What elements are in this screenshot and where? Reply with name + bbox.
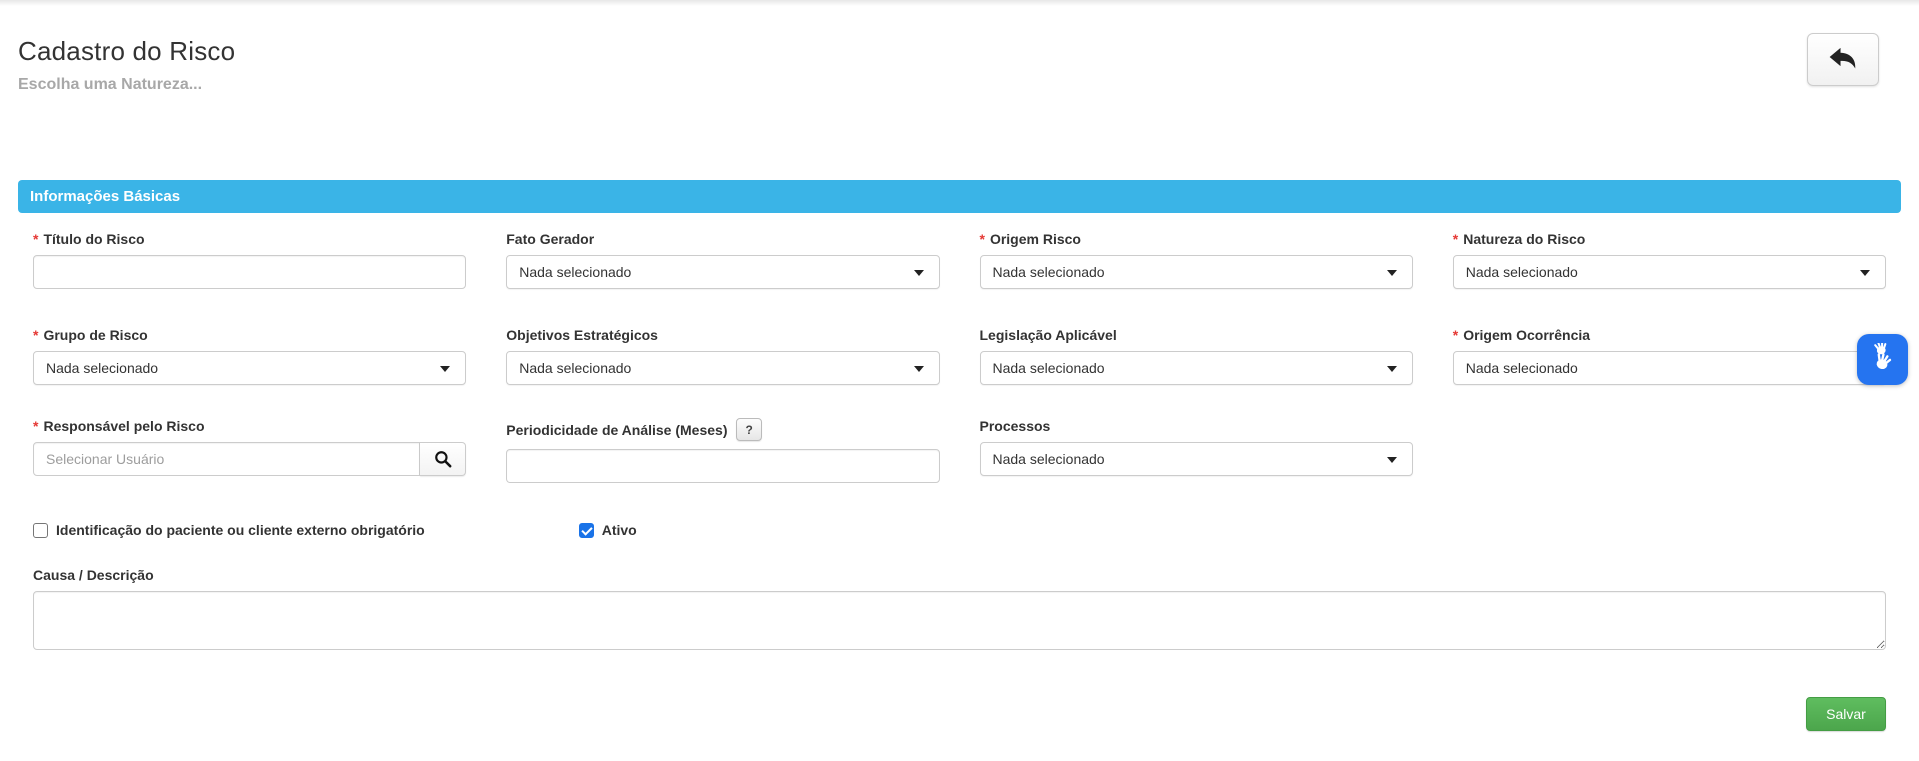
field-label: * Origem Ocorrência — [1452, 327, 1591, 343]
field-origem-risco: * Origem Risco Nada selecionado — [979, 231, 1413, 289]
field-processos: Processos Nada selecionado — [979, 418, 1413, 483]
fato-gerador-select[interactable]: Nada selecionado — [506, 255, 940, 289]
required-marker: * — [979, 231, 985, 247]
legislacao-aplicavel-select[interactable]: Nada selecionado — [979, 351, 1413, 385]
identificacao-paciente-checkbox[interactable] — [33, 522, 48, 538]
save-button[interactable]: Salvar — [1806, 697, 1886, 731]
page-subtitle: Escolha uma Natureza... — [18, 76, 203, 93]
field-label: * Título do Risco — [33, 231, 145, 247]
back-button[interactable] — [1807, 33, 1879, 86]
chevron-down-icon — [1386, 457, 1397, 463]
natureza-do-risco-select[interactable]: Nada selecionado — [1452, 255, 1886, 289]
checkbox-row: Identificação do paciente ou cliente ext… — [18, 522, 1901, 538]
reply-arrow-icon — [1828, 47, 1858, 73]
responsavel-input[interactable] — [33, 442, 421, 476]
chevron-down-icon — [440, 366, 451, 372]
form-row-3: * Responsável pelo Risco Periodicidade d… — [18, 418, 1901, 483]
field-label: Processos — [979, 418, 1051, 434]
field-label: Objetivos Estratégicos — [506, 327, 658, 343]
field-periodicidade-analise: Periodicidade de Análise (Meses) ? — [506, 418, 940, 483]
objetivos-estrategicos-select[interactable]: Nada selecionado — [506, 351, 940, 385]
causa-descricao-textarea[interactable] — [33, 591, 1886, 650]
responsavel-input-group — [33, 442, 467, 476]
ativo-checkbox[interactable] — [578, 522, 594, 538]
field-label: Periodicidade de Análise (Meses) ? — [506, 418, 939, 441]
origem-ocorrencia-select[interactable]: Nada selecionado — [1452, 351, 1886, 385]
field-natureza-do-risco: * Natureza do Risco Nada selecionado — [1452, 231, 1886, 289]
help-button[interactable]: ? — [736, 418, 762, 441]
origem-risco-select[interactable]: Nada selecionado — [979, 255, 1413, 289]
field-responsavel-pelo-risco: * Responsável pelo Risco — [33, 418, 467, 483]
chevron-down-icon — [1860, 270, 1870, 276]
identificacao-paciente-checkbox-group: Identificação do paciente ou cliente ext… — [33, 522, 425, 538]
chevron-down-icon — [913, 366, 924, 372]
page-title: Cadastro do Risco — [18, 36, 236, 66]
basic-info-panel: Informações Básicas * Título do Risco Fa… — [18, 180, 1901, 731]
form-actions: Salvar — [18, 697, 1901, 731]
grupo-de-risco-select[interactable]: Nada selecionado — [33, 351, 467, 385]
field-causa-descricao: Causa / Descrição — [18, 567, 1901, 655]
form-row-1: * Título do Risco Fato Gerador Nada sele… — [18, 231, 1901, 289]
required-marker: * — [1452, 327, 1459, 343]
chevron-down-icon — [1386, 366, 1397, 372]
ativo-checkbox-group: Ativo — [578, 522, 637, 538]
field-label: * Natureza do Risco — [1452, 231, 1586, 247]
sign-language-hands-icon — [1866, 342, 1900, 377]
field-origem-ocorrencia: * Origem Ocorrência Nada selecionado — [1452, 327, 1886, 385]
page-header: Cadastro do Risco Escolha uma Natureza..… — [0, 0, 1919, 94]
processos-select[interactable]: Nada selecionado — [979, 442, 1413, 476]
field-label: * Origem Risco — [979, 231, 1081, 247]
field-titulo-do-risco: * Título do Risco — [33, 231, 467, 289]
chevron-down-icon — [1386, 270, 1397, 276]
field-label: Fato Gerador — [506, 231, 595, 247]
search-user-button[interactable] — [420, 442, 467, 476]
required-marker: * — [33, 418, 39, 434]
required-marker: * — [1452, 231, 1459, 247]
field-label: * Responsável pelo Risco — [33, 418, 205, 434]
required-marker: * — [33, 327, 39, 343]
titulo-do-risco-input[interactable] — [33, 255, 467, 289]
sign-language-widget[interactable] — [1857, 334, 1908, 385]
field-label: Legislação Aplicável — [979, 327, 1117, 343]
field-fato-gerador: Fato Gerador Nada selecionado — [506, 231, 940, 289]
search-icon — [434, 450, 452, 468]
field-label: * Grupo de Risco — [33, 327, 148, 343]
field-grupo-de-risco: * Grupo de Risco Nada selecionado — [33, 327, 467, 385]
field-legislacao-aplicavel: Legislação Aplicável Nada selecionado — [979, 327, 1413, 385]
field-label: Causa / Descrição — [33, 567, 154, 583]
required-marker: * — [33, 231, 39, 247]
periodicidade-input[interactable] — [506, 449, 940, 483]
panel-header: Informações Básicas — [18, 180, 1901, 213]
field-objetivos-estrategicos: Objetivos Estratégicos Nada selecionado — [506, 327, 940, 385]
form-row-2: * Grupo de Risco Nada selecionado Objeti… — [18, 327, 1901, 385]
chevron-down-icon — [913, 270, 924, 276]
